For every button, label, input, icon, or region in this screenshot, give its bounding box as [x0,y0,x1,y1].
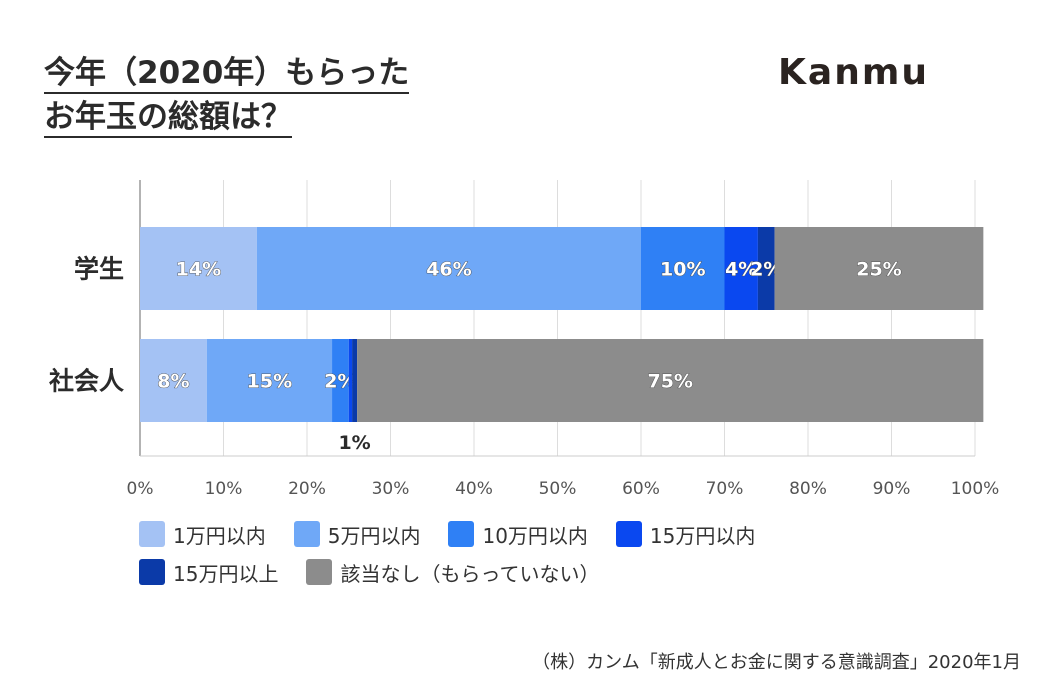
x-tick-label: 0% [127,479,154,499]
legend-swatch [615,521,642,547]
legend-label: 15万円以内 [649,523,756,548]
bar-segment [774,227,984,310]
data-label: 75% [647,371,692,393]
legend-item: 10万円以内 [448,520,588,548]
data-label: 4% [725,259,757,281]
x-tick-label: 40% [455,479,493,499]
legend-item: 15万円以上 [139,558,278,586]
bar-segment [724,227,758,310]
data-label: 15% [247,371,292,393]
legend-item: 1万円以内 [139,520,266,548]
x-tick-label: 60% [622,479,660,499]
data-label: 2% [750,259,782,281]
chart-title-line-1: 今年（2020年）もらった [44,54,410,94]
data-label: 1% [338,432,370,454]
bar-segment [348,339,353,422]
x-tick-label: 10% [205,479,243,499]
x-tick-label: 20% [288,479,326,499]
legend-item: 15万円以内 [615,520,756,548]
legend-label: 該当なし（もらっていない） [340,561,600,586]
x-tick-label: 50% [539,479,577,499]
legend-label: 1万円以内 [173,523,266,548]
data-label: 14% [176,259,221,281]
data-label: 46% [426,259,471,281]
x-tick-label: 90% [873,479,911,499]
bar-segment [352,339,358,422]
data-label: 8% [157,371,189,393]
bar-segment [332,339,349,422]
legend-swatch [306,559,333,585]
legend-item: 該当なし（もらっていない） [306,558,599,586]
x-tick-label: 100% [951,479,1000,499]
legend-swatch [293,521,320,547]
bar-segment [256,227,641,310]
bar-segment [140,227,257,310]
x-tick-label: 70% [706,479,744,499]
x-tick-label: 30% [372,479,410,499]
legend-swatch [139,521,165,547]
legend-item: 5万円以内 [293,520,421,548]
category-label: 学生 [74,255,124,284]
legend-label: 5万円以内 [327,523,421,548]
chart-legend: 1万円以内 5万円以内 10万円以内 15万円以内 15万円以上 該当なし（もらっていない… [139,520,839,586]
chart-title-line-2: お年玉の総額は？ [44,98,292,138]
data-label: 25% [856,259,901,281]
kanmu-logo: Kanmu [778,52,929,93]
data-label: 2% [324,371,356,393]
legend-label: 15万円以上 [173,561,279,586]
bar-segment [357,339,984,422]
data-label: 10% [660,259,705,281]
x-tick-label: 80% [789,479,827,499]
bar-segment [641,227,725,310]
legend-swatch [448,521,475,547]
legend-swatch [139,559,165,585]
legend-label: 10万円以内 [482,523,588,548]
category-label: 社会人 [49,367,124,396]
bar-segment [206,339,333,422]
bar-segment [140,339,207,422]
source-note: （株）カンム「新成人とお金に関する意識調査」2020年1月 [532,652,1021,673]
bar-segment [757,227,775,310]
